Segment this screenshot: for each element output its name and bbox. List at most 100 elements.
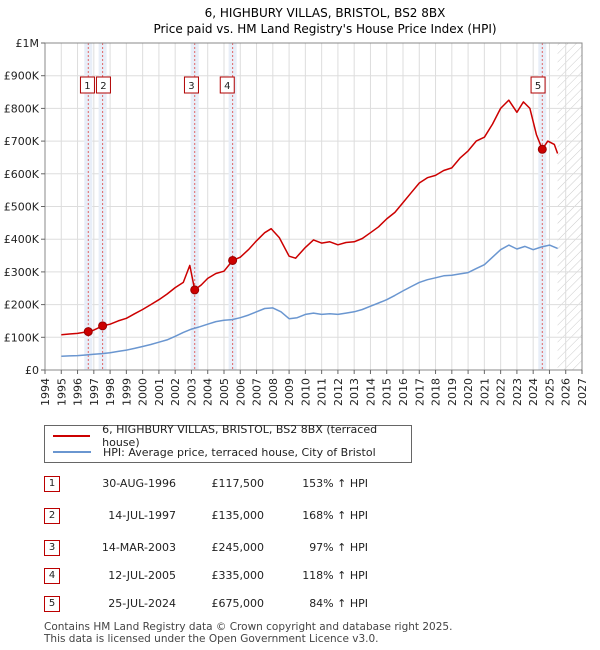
sale-number-badge: 2 [44,508,60,524]
sale-number-badge: 3 [44,540,60,556]
x-tick-label: 2001 [153,378,166,406]
sale-label-box [79,76,95,94]
sale-marker [228,255,238,265]
chart-title: 6, HIGHBURY VILLAS, BRISTOL, BS2 8BX [205,6,446,20]
x-tick-label: 2026 [560,378,573,406]
x-tick-label: 1997 [88,378,101,406]
axes: £0 £100K £200K £300K £400K £500K £600K £700K £80… [4,37,589,406]
legend-swatch-hpi [53,451,91,453]
sale-hpi-change: 168% ↑ HPI [302,509,368,522]
sale-label-box [530,76,546,94]
sale-label-number: 4 [224,81,230,92]
sale-number-badge: 4 [44,568,60,584]
sale-date: 12-JUL-2005 [108,569,176,582]
x-tick-label: 2004 [202,378,215,406]
x-tick-label: 2005 [218,378,231,406]
x-tick-label: 2027 [576,378,589,406]
sale-band [228,43,237,370]
x-tick-label: 2008 [267,378,280,406]
legend-item-property: 6, HIGHBURY VILLAS, BRISTOL, BS2 8BX (te… [53,423,411,449]
y-tick-label: £100K [4,331,40,344]
sale-number-badge: 1 [44,476,60,492]
sale-marker [190,285,200,295]
x-tick-label: 2007 [251,378,264,406]
y-tick-label: £400K [4,233,40,246]
sale-marker [98,321,108,331]
x-tick-label: 1999 [120,378,133,406]
x-tick-label: 2021 [478,378,491,406]
grid [44,42,583,371]
x-tick-label: 2025 [543,378,556,406]
sale-row: 2 14-JUL-1997 £135,000 168% ↑ HPI [44,508,374,524]
sale-price: £335,000 [211,569,265,582]
x-tick-label: 1995 [55,378,68,406]
x-tick-label: 2002 [169,378,182,406]
x-tick-label: 2018 [430,378,443,406]
x-tick-label: 2019 [446,378,459,406]
x-tick-label: 1994 [39,378,52,406]
sale-hpi-change: 118% ↑ HPI [302,569,368,582]
sale-band [538,43,547,370]
x-tick-label: 2015 [381,378,394,406]
sale-highlight-bands [84,43,547,370]
legend-label-property: 6, HIGHBURY VILLAS, BRISTOL, BS2 8BX (te… [102,423,378,449]
y-tick-label: £300K [4,266,40,279]
sale-price: £245,000 [211,541,265,554]
x-tick-label: 2020 [462,378,475,406]
sale-label-number: 3 [188,81,194,92]
y-tick-label: £900K [4,70,40,83]
sale-date: 14-MAR-2003 [101,541,176,554]
x-tick-label: 2012 [332,378,345,406]
x-tick-label: 2006 [234,378,247,406]
series-line [61,99,559,336]
footer-notice: Contains HM Land Registry data © Crown c… [44,621,452,645]
sale-number-badge: 5 [44,596,60,612]
sale-label-number: 1 [84,81,90,92]
sale-date: 30-AUG-1996 [102,477,176,490]
y-tick-label: £800K [4,102,40,115]
sale-price: £135,000 [211,509,265,522]
legend: 6, HIGHBURY VILLAS, BRISTOL, BS2 8BX (te… [44,423,412,463]
x-tick-label: 2022 [495,378,508,406]
legend-swatch-property [53,435,91,437]
y-tick-label: £500K [4,201,40,214]
sale-row: 4 12-JUL-2005 £335,000 118% ↑ HPI [44,568,374,584]
footer-copyright: Contains HM Land Registry data © Crown c… [44,621,453,633]
sale-label-box [183,76,199,94]
sale-band [98,43,107,370]
x-tick-label: 2023 [511,378,524,406]
sale-label-number: 5 [535,81,541,92]
x-tick-label: 2016 [397,378,410,406]
y-tick-label: £1M [16,37,40,50]
sale-hpi-change: 97% ↑ HPI [309,541,368,554]
legend-item-hpi: HPI: Average price, terraced house, City… [53,444,376,460]
sale-marker [83,327,93,337]
x-tick-label: 2009 [283,378,296,406]
y-tick-label: £700K [4,135,40,148]
x-tick-label: 2024 [527,378,540,406]
x-tick-label: 2010 [299,378,312,406]
x-tick-label: 2000 [137,378,150,406]
y-tick-label: £600K [4,168,40,181]
x-tick-label: 1996 [72,378,85,406]
legend-label-hpi: HPI: Average price, terraced house, City… [103,445,376,459]
y-tick-label: £0 [25,364,39,377]
x-tick-label: 2003 [185,378,198,406]
sale-hpi-change: 84% ↑ HPI [309,597,368,610]
sale-date: 14-JUL-1997 [108,509,176,522]
sale-band [190,43,199,370]
series-line [61,244,558,358]
x-tick-label: 2013 [348,378,361,406]
sale-date: 25-JUL-2024 [108,597,176,610]
series-lines [61,99,559,358]
sale-band [84,43,93,370]
x-tick-label: 2017 [413,378,426,406]
sale-price: £117,500 [211,477,265,490]
y-tick-label: £200K [4,299,40,312]
sale-label-box [219,76,235,94]
sale-label-box [95,76,111,94]
sale-price: £675,000 [211,597,265,610]
sale-marker [537,144,547,154]
